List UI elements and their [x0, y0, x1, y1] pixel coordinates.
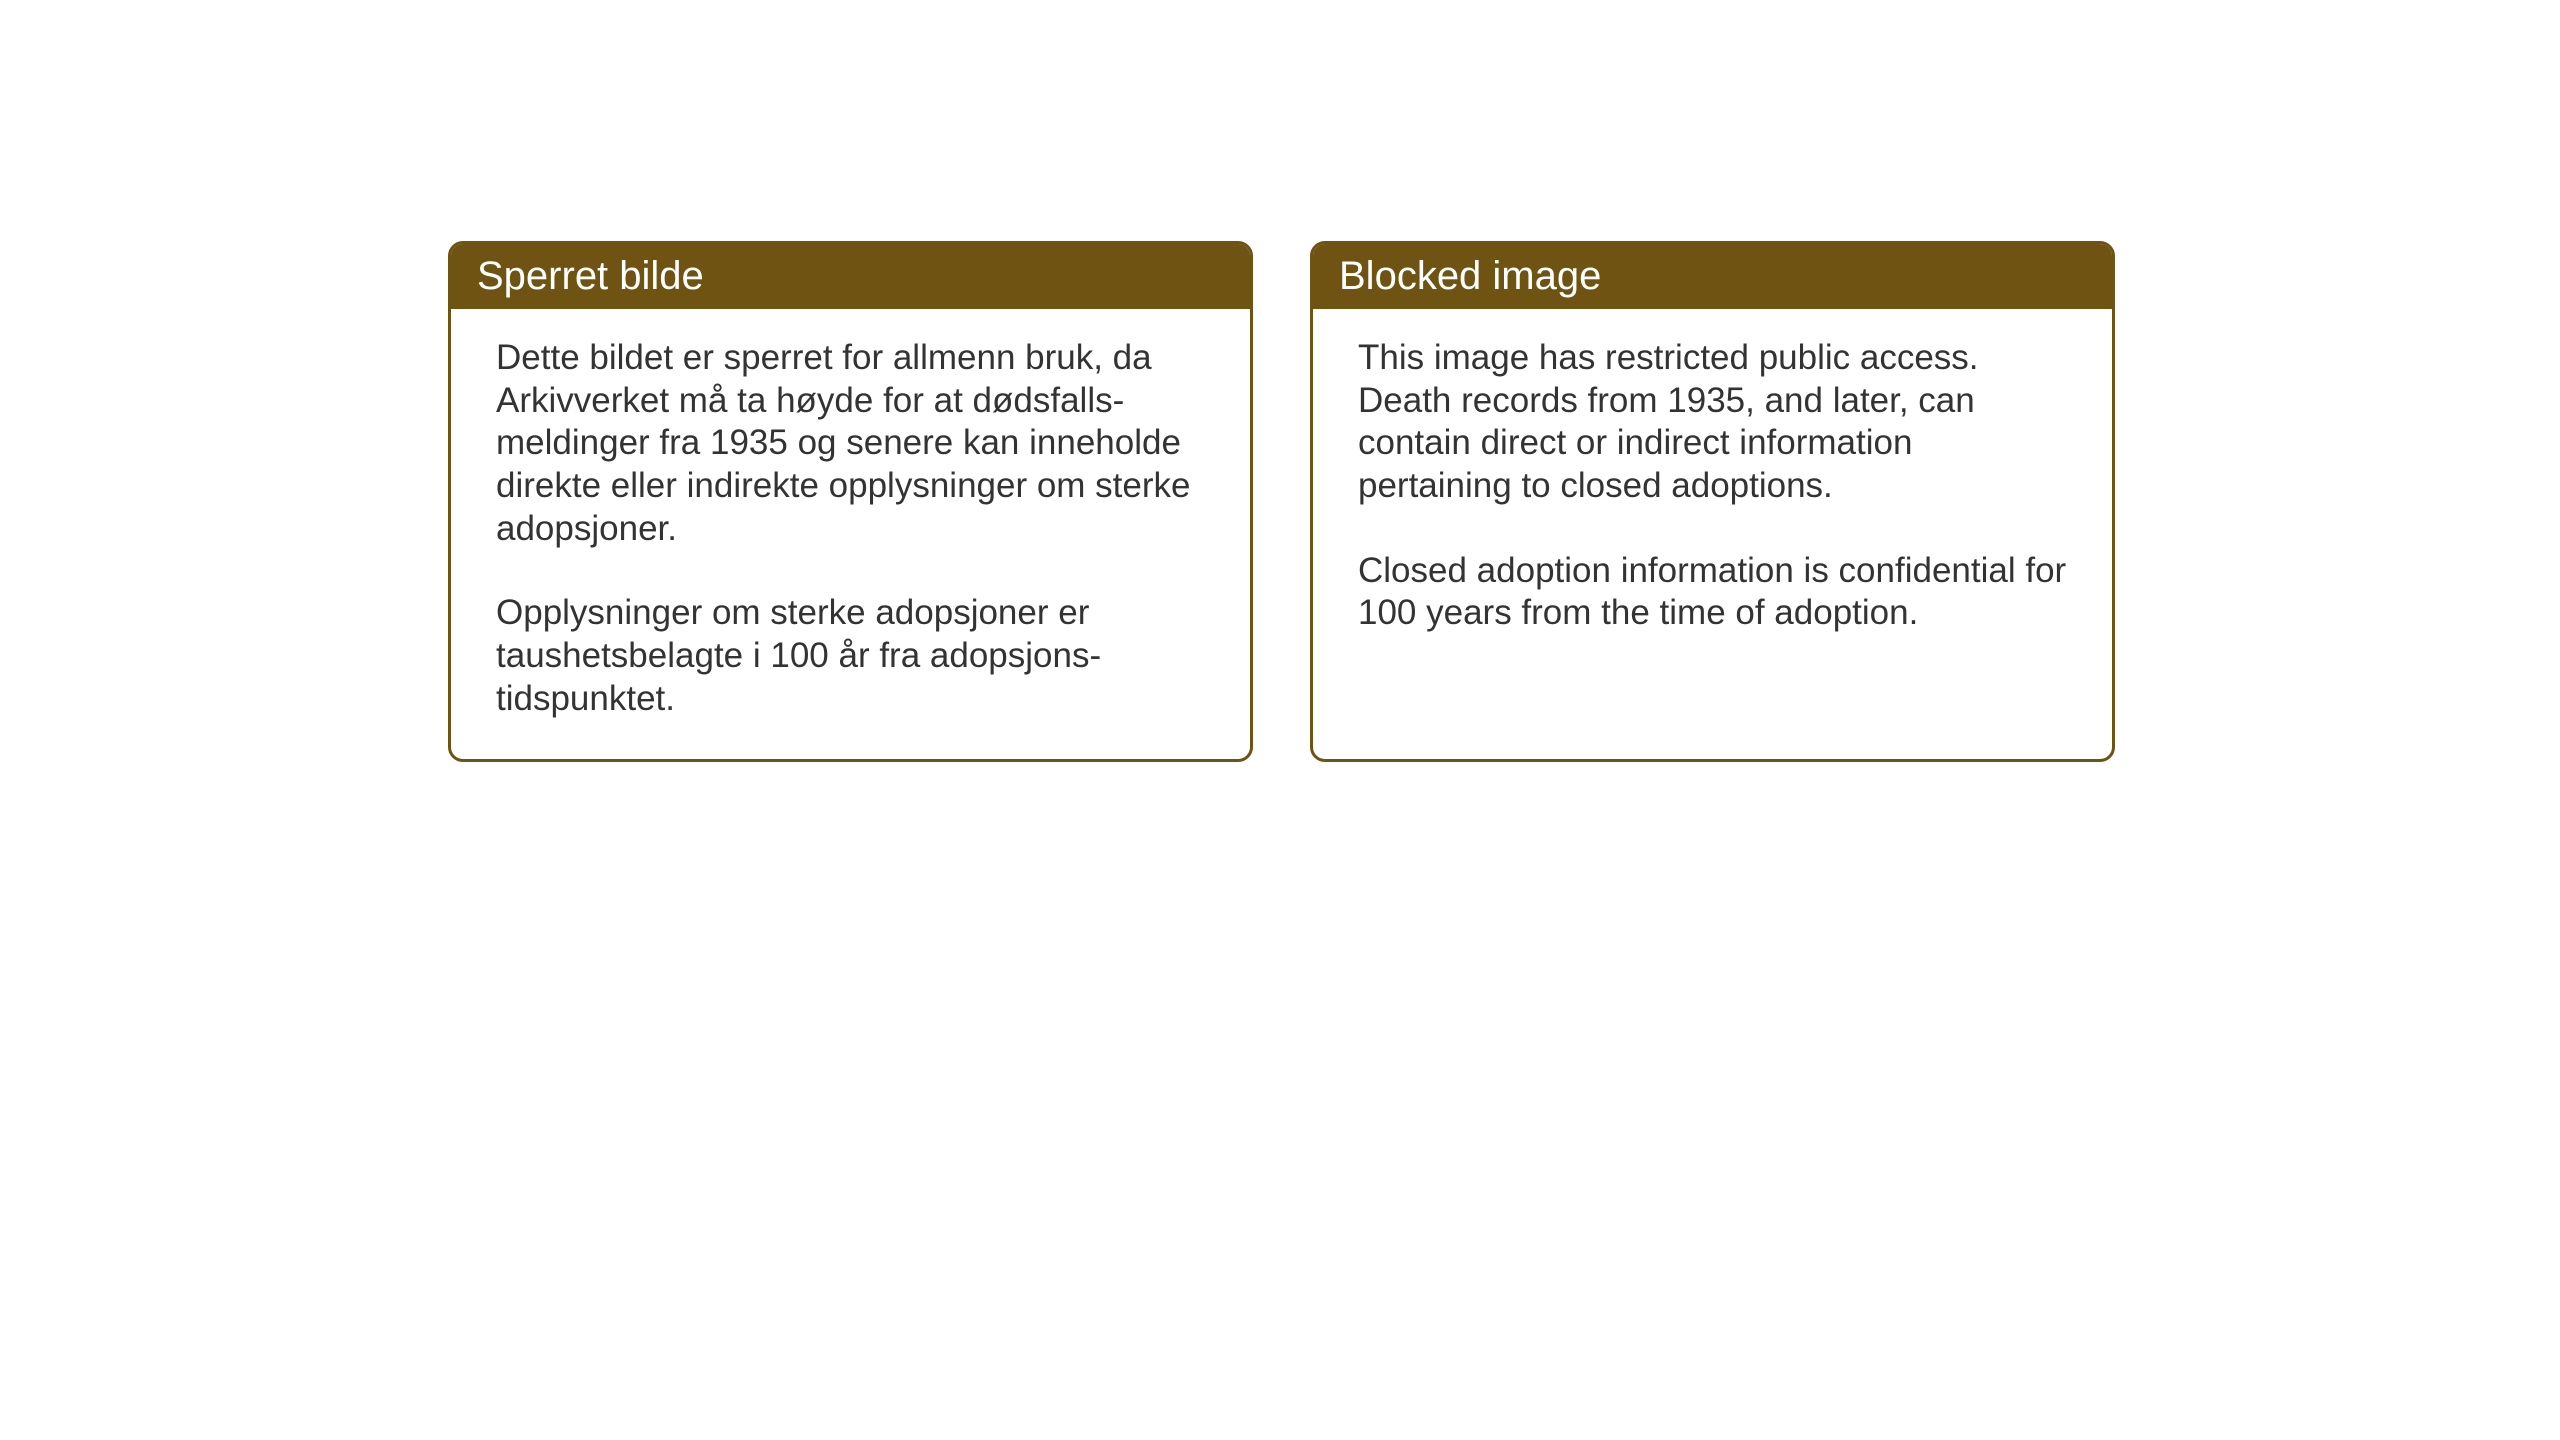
- notice-paragraph: This image has restricted public access.…: [1358, 337, 2067, 508]
- notice-body-english: This image has restricted public access.…: [1313, 309, 2112, 754]
- notice-paragraph: Opplysninger om sterke adopsjoner er tau…: [496, 592, 1205, 720]
- notice-box-english: Blocked image This image has restricted …: [1310, 241, 2115, 762]
- notice-container: Sperret bilde Dette bildet er sperret fo…: [448, 241, 2115, 762]
- notice-body-norwegian: Dette bildet er sperret for allmenn bruk…: [451, 309, 1250, 759]
- notice-paragraph: Closed adoption information is confident…: [1358, 550, 2067, 635]
- notice-header-norwegian: Sperret bilde: [451, 244, 1250, 309]
- notice-paragraph: Dette bildet er sperret for allmenn bruk…: [496, 337, 1205, 550]
- notice-box-norwegian: Sperret bilde Dette bildet er sperret fo…: [448, 241, 1253, 762]
- notice-header-english: Blocked image: [1313, 244, 2112, 309]
